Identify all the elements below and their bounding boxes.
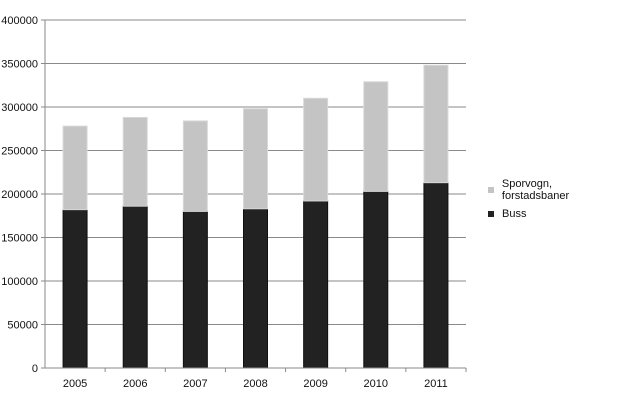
x-tick-label: 2009 (303, 378, 327, 390)
y-tick-label: 250000 (1, 146, 38, 158)
bar-segment (423, 64, 449, 184)
x-tick-label: 2005 (63, 378, 87, 390)
bar-segment (363, 190, 389, 369)
x-tick-label: 2010 (364, 378, 388, 390)
legend: Sporvogn, forstadsbaner Buss (488, 178, 620, 228)
y-tick-label: 100000 (1, 276, 38, 288)
legend-swatch-icon (488, 211, 494, 217)
y-tick-label: 400000 (1, 15, 38, 27)
bar-segment (62, 209, 88, 369)
y-tick-label: 300000 (1, 102, 38, 114)
legend-label: Buss (502, 208, 527, 220)
legend-item-buss: Buss (488, 204, 620, 224)
y-tick-label: 0 (32, 363, 38, 375)
bar-segment (423, 182, 449, 369)
x-tick-label: 2007 (183, 378, 207, 390)
y-tick-label: 350000 (1, 59, 38, 71)
legend-label: Sporvogn, forstadsbaner (501, 178, 570, 202)
y-tick-label: 150000 (1, 233, 38, 245)
x-tick-label: 2008 (243, 378, 267, 390)
legend-item-sporvogn: Sporvogn, forstadsbaner (488, 178, 620, 202)
bar-segment (243, 208, 268, 369)
y-tick-label: 200000 (1, 189, 38, 201)
bar-segment (182, 120, 208, 212)
bar-segment (122, 116, 148, 207)
bar-segment (122, 205, 148, 369)
bar-segment (363, 81, 389, 192)
bar-segment (62, 125, 88, 211)
bar-segment (182, 210, 208, 369)
x-tick-label: 2006 (123, 378, 147, 390)
y-tick-label: 50000 (7, 320, 38, 332)
bar-segment (243, 108, 268, 210)
bar-segment (303, 200, 329, 369)
legend-swatch-icon (488, 187, 494, 193)
bar-segment (303, 97, 329, 202)
x-tick-label: 2011 (424, 378, 448, 390)
